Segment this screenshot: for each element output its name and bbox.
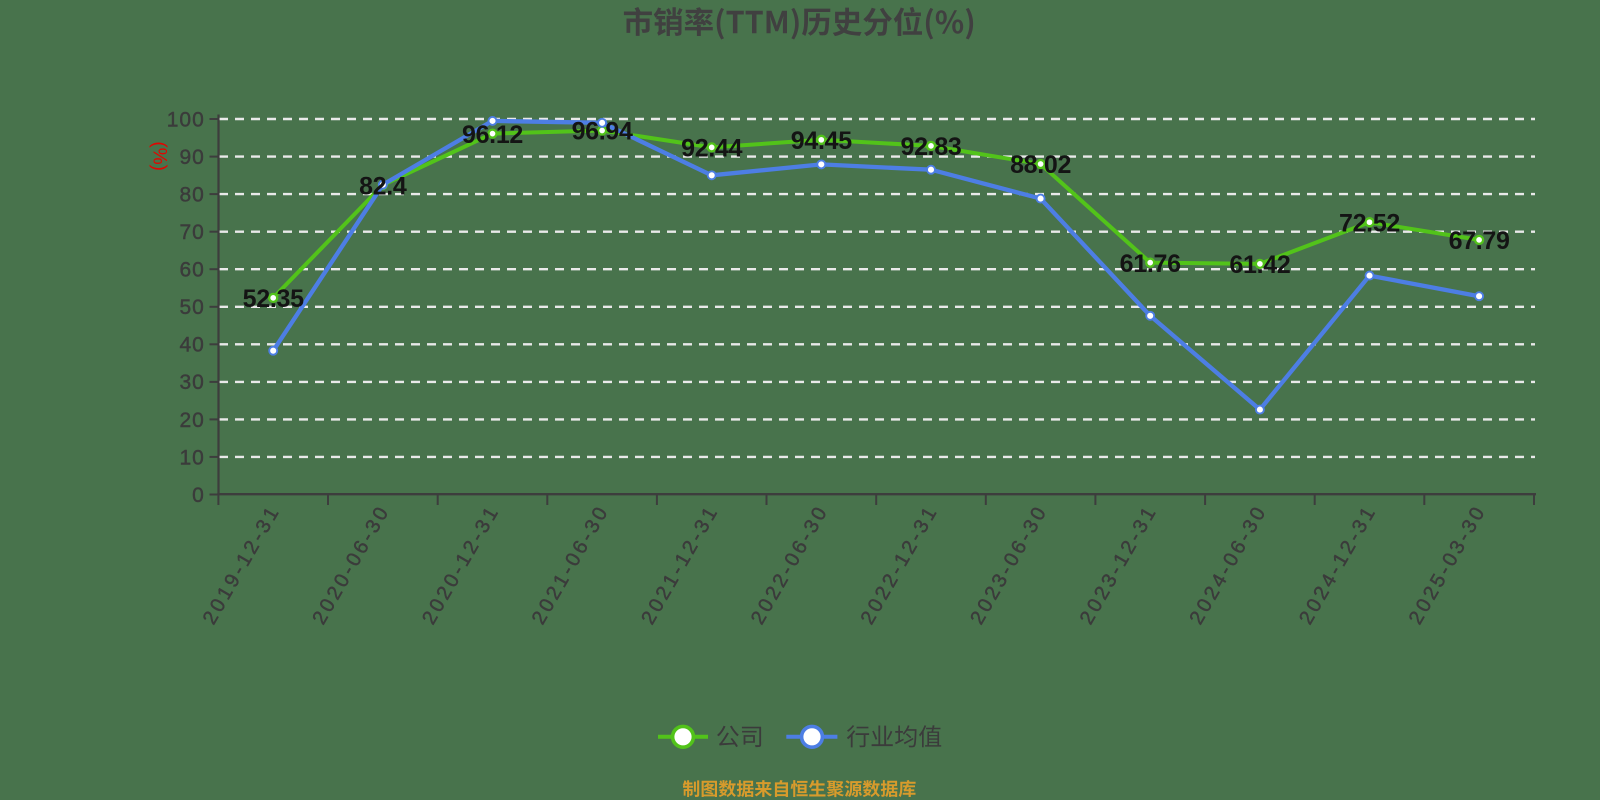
svg-text:100: 100 [167, 108, 205, 131]
svg-text:88.02: 88.02 [1010, 151, 1071, 179]
svg-text:80: 80 [179, 184, 204, 207]
svg-text:92.44: 92.44 [681, 135, 742, 163]
svg-text:(%): (%) [148, 141, 169, 171]
svg-text:96.94: 96.94 [572, 118, 633, 146]
svg-text:30: 30 [179, 371, 204, 394]
svg-text:0: 0 [192, 484, 205, 507]
svg-text:52.35: 52.35 [243, 285, 304, 313]
svg-text:10: 10 [179, 446, 204, 469]
svg-text:61.76: 61.76 [1120, 250, 1181, 278]
svg-text:60: 60 [179, 259, 204, 282]
svg-text:20: 20 [179, 409, 204, 432]
svg-text:92.83: 92.83 [900, 133, 961, 161]
svg-text:67.79: 67.79 [1449, 227, 1510, 255]
svg-text:96.12: 96.12 [462, 121, 523, 149]
svg-text:40: 40 [179, 334, 204, 357]
svg-text:82.4: 82.4 [359, 172, 407, 200]
svg-text:90: 90 [179, 146, 204, 169]
svg-text:61.42: 61.42 [1229, 251, 1290, 279]
svg-text:70: 70 [179, 221, 204, 244]
svg-text:72.52: 72.52 [1339, 209, 1400, 237]
svg-text:50: 50 [179, 296, 204, 319]
svg-text:94.45: 94.45 [791, 127, 852, 155]
